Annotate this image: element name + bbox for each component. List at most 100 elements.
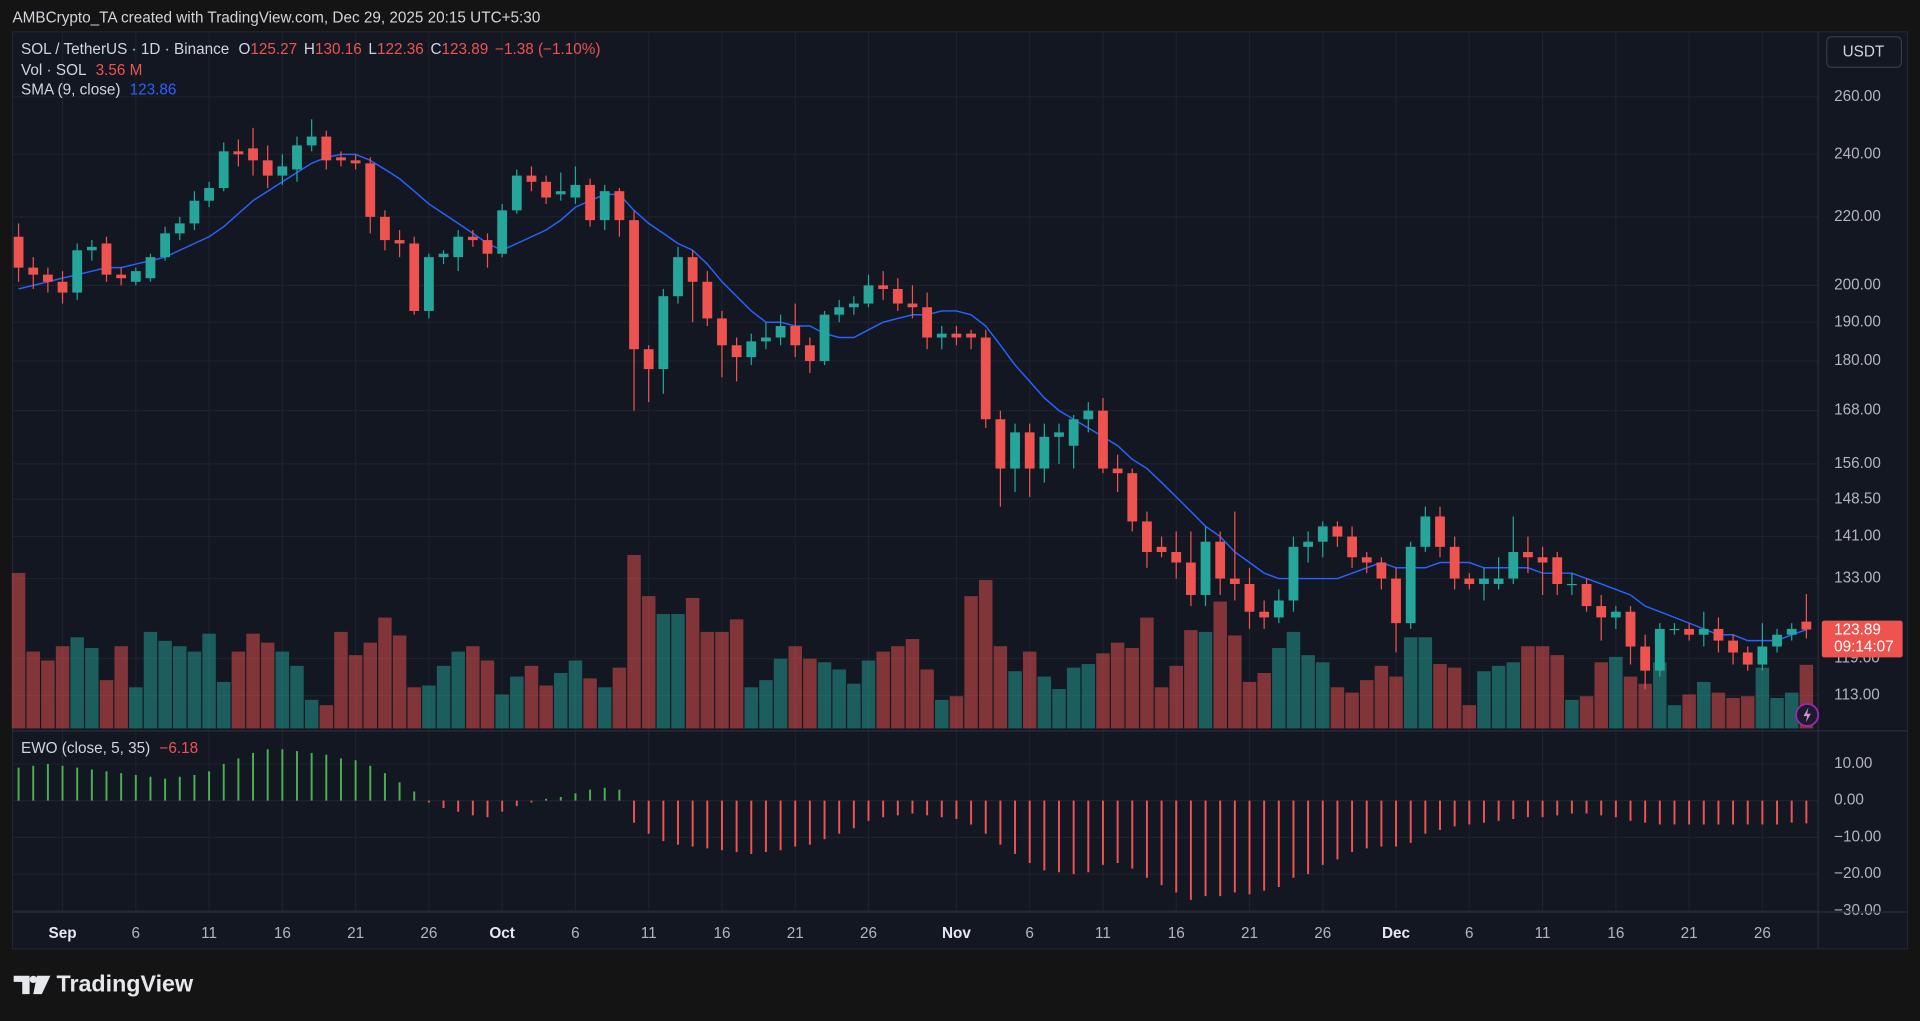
volume-bar — [99, 680, 114, 729]
volume-bar — [1682, 694, 1696, 729]
ewo-tick-label: −30.00 — [1834, 902, 1881, 919]
candle-body — [790, 326, 801, 346]
sma-value: 123.86 — [130, 82, 177, 99]
currency[interactable]: USDT — [1843, 44, 1885, 61]
volume-bar — [1330, 687, 1345, 729]
x-tick-label: Dec — [1382, 925, 1411, 942]
candle-body — [1757, 646, 1768, 665]
volume-bar — [129, 687, 143, 729]
candle-body — [1347, 536, 1357, 558]
volume-bar — [803, 658, 817, 729]
candle-body — [1083, 410, 1094, 420]
x-tick-label: 16 — [1607, 925, 1624, 942]
candle-body — [248, 148, 258, 161]
candle-body — [1435, 516, 1445, 547]
candle-body — [1566, 583, 1577, 586]
volume-bar — [1125, 647, 1140, 729]
x-tick-label: 6 — [132, 925, 141, 942]
volume-bar — [715, 631, 729, 729]
ewo-tick-label: −20.00 — [1834, 865, 1881, 882]
volume-bar — [1784, 692, 1799, 729]
candle-body — [1039, 436, 1050, 469]
candle-body — [1142, 521, 1152, 553]
candle-body — [673, 257, 683, 297]
candle-body — [233, 151, 244, 155]
candle-body — [86, 246, 97, 251]
x-tick-label: 16 — [713, 925, 730, 942]
candle-body — [453, 236, 464, 258]
volume-bar — [466, 646, 480, 729]
currency-button[interactable] — [1826, 36, 1903, 68]
volume-bar — [1198, 631, 1213, 729]
x-tick-label: Sep — [49, 925, 77, 942]
volume-bar — [1653, 662, 1667, 729]
volume-bar — [1535, 646, 1550, 729]
candle-body — [848, 303, 859, 308]
l-label: L — [368, 41, 377, 58]
volume-bar — [1154, 687, 1169, 729]
candle-body — [292, 145, 302, 170]
volume-bar — [1477, 671, 1491, 729]
l-value: 122.36 — [377, 41, 424, 58]
volume-bar — [1594, 662, 1608, 729]
volume-bar — [510, 676, 524, 729]
candle-body — [1508, 552, 1519, 579]
ewo-legend: EWO (close, 5, 35) −6.18 — [21, 740, 198, 757]
header: AMBCrypto_TA created with TradingView.co… — [12, 9, 540, 26]
candle-body — [277, 166, 288, 176]
candle-body — [1801, 621, 1812, 630]
candle-body — [13, 236, 24, 268]
candle-body — [526, 175, 537, 182]
volume-bar — [627, 555, 641, 729]
volume-bar — [422, 685, 436, 729]
volume-bar — [363, 642, 378, 729]
candle-body — [1098, 410, 1108, 469]
candle-body — [1332, 526, 1343, 537]
volume-bar — [231, 651, 246, 729]
x-tick-label: 16 — [274, 925, 291, 942]
candle-body — [614, 191, 625, 221]
volume-bar — [1301, 655, 1315, 729]
volume-bar — [1257, 673, 1271, 729]
x-tick-label: 6 — [571, 925, 580, 942]
y-tick-label: 240.00 — [1834, 145, 1881, 162]
x-tick-label: 6 — [1465, 925, 1474, 942]
candle-body — [922, 307, 933, 338]
candle-body — [189, 200, 200, 224]
volume-bar — [41, 660, 55, 729]
volume-bar — [1755, 667, 1770, 729]
candle-body — [1317, 526, 1328, 542]
candle-body — [907, 303, 918, 308]
volume-bar — [978, 580, 993, 729]
y-tick-label: 200.00 — [1834, 276, 1881, 293]
last-price: 123.89 — [1834, 622, 1881, 639]
candle-body — [130, 271, 141, 282]
logo-dot — [29, 975, 37, 984]
volume-bar — [788, 646, 802, 729]
candle-body — [101, 243, 112, 275]
candle-body — [380, 216, 390, 241]
volume-bar — [817, 662, 832, 729]
ewo-tick-label: 0.00 — [1834, 792, 1864, 809]
volume-bar — [554, 673, 568, 729]
x-tick-label: 16 — [1168, 925, 1185, 942]
volume-bar — [1711, 692, 1726, 729]
candle-body — [1786, 628, 1797, 635]
candle-body — [1288, 546, 1299, 601]
volume-bar — [1140, 617, 1154, 729]
candle-body — [1640, 646, 1651, 671]
volume-bar — [1491, 665, 1506, 729]
candle-body — [438, 253, 449, 258]
volume-bar — [334, 631, 348, 729]
candle-body — [702, 281, 713, 319]
candle-body — [204, 188, 214, 201]
volume-bar — [1697, 681, 1711, 729]
volume-bar — [1228, 635, 1242, 729]
x-tick-label: Oct — [489, 925, 515, 942]
candle-body — [1523, 552, 1533, 558]
candle-body — [1391, 578, 1401, 624]
volume-bar — [949, 696, 964, 729]
x-tick-label: 26 — [1314, 925, 1331, 942]
y-tick-label: 260.00 — [1834, 88, 1881, 105]
